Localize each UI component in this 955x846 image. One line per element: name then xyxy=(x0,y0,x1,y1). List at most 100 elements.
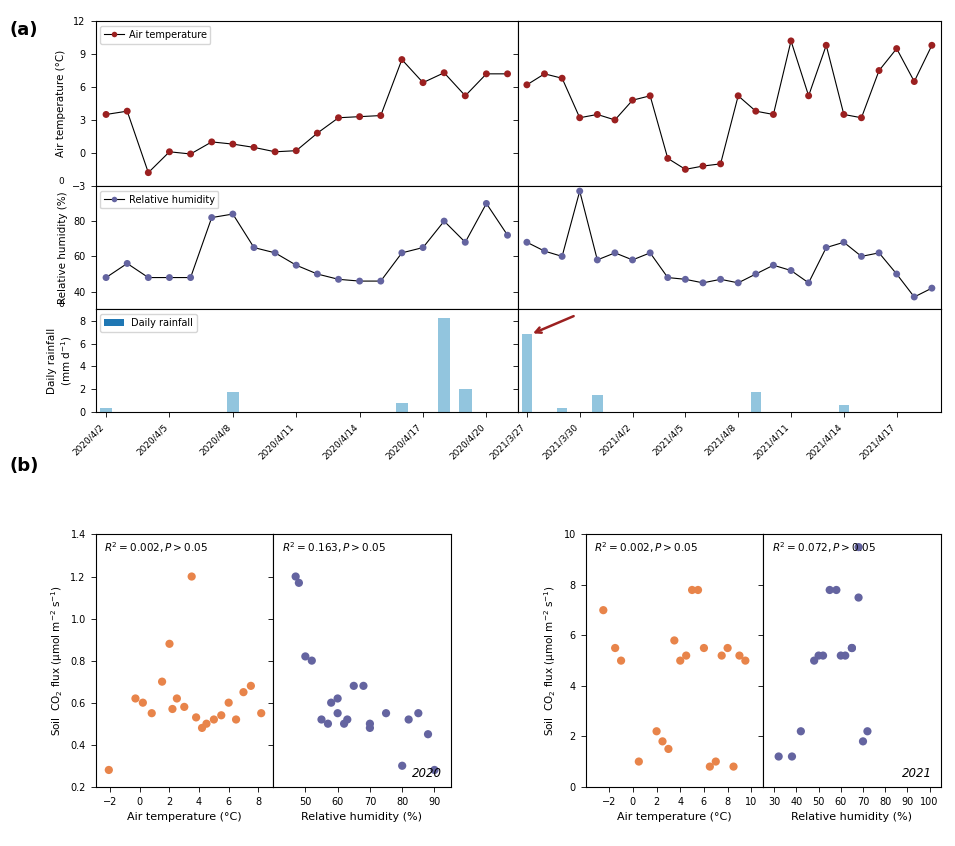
Text: $R^2=0.072, P>0.05$: $R^2=0.072, P>0.05$ xyxy=(772,541,876,555)
Point xyxy=(394,759,410,772)
Point xyxy=(816,649,831,662)
Point xyxy=(352,274,368,288)
Point xyxy=(572,184,587,198)
Point xyxy=(737,654,753,667)
Point xyxy=(871,63,886,77)
Point xyxy=(336,717,351,730)
Point xyxy=(713,157,729,171)
Point xyxy=(660,151,675,165)
X-axis label: Relative humidity (%): Relative humidity (%) xyxy=(792,812,912,822)
Point xyxy=(246,140,262,154)
Point xyxy=(871,246,886,260)
Point xyxy=(784,750,799,763)
Point xyxy=(520,235,535,249)
Point xyxy=(420,728,435,741)
Text: 0: 0 xyxy=(58,177,64,186)
Point xyxy=(811,649,826,662)
Point xyxy=(613,654,628,667)
Point xyxy=(298,650,313,663)
Point xyxy=(330,111,346,124)
Bar xyxy=(437,318,451,412)
Point xyxy=(415,76,431,90)
Point xyxy=(906,290,922,304)
Point xyxy=(98,271,114,284)
Point xyxy=(204,135,220,149)
Point xyxy=(607,113,623,127)
Point xyxy=(206,712,222,726)
Point xyxy=(766,107,781,121)
Point xyxy=(161,145,177,158)
Point xyxy=(183,147,199,161)
Point xyxy=(607,641,623,655)
Point xyxy=(140,166,156,179)
Point xyxy=(165,702,180,716)
Point xyxy=(356,679,371,693)
Point xyxy=(625,253,640,266)
Point xyxy=(906,74,922,88)
Point xyxy=(411,706,426,720)
Point xyxy=(829,583,844,596)
Point xyxy=(267,246,283,260)
Point xyxy=(288,569,304,583)
Point xyxy=(844,641,860,655)
Point xyxy=(837,107,852,121)
Point xyxy=(801,276,817,289)
Point xyxy=(851,541,866,554)
Point xyxy=(818,241,834,255)
Point xyxy=(851,591,866,604)
Point xyxy=(228,712,244,726)
Point xyxy=(204,211,220,224)
Point xyxy=(291,576,307,590)
Point xyxy=(267,145,283,158)
Point xyxy=(225,137,241,151)
Point xyxy=(330,692,346,706)
Point xyxy=(457,89,473,102)
Point xyxy=(330,272,346,286)
Point xyxy=(783,34,798,47)
Point xyxy=(352,110,368,124)
Point xyxy=(807,654,822,667)
Point xyxy=(661,742,676,755)
Point xyxy=(766,258,781,272)
Point xyxy=(695,159,711,173)
Bar xyxy=(557,408,567,412)
Point xyxy=(596,603,611,617)
Point xyxy=(924,39,940,52)
Bar xyxy=(838,405,849,412)
Point xyxy=(214,708,229,722)
Point xyxy=(288,144,304,157)
Point xyxy=(140,271,156,284)
Point xyxy=(731,276,746,289)
Point xyxy=(818,39,834,52)
Point xyxy=(436,214,452,228)
X-axis label: Air temperature (°C): Air temperature (°C) xyxy=(127,812,242,822)
Point xyxy=(667,634,682,647)
Text: (b): (b) xyxy=(10,457,39,475)
Text: $R^2=0.002, P>0.05$: $R^2=0.002, P>0.05$ xyxy=(104,541,208,555)
Y-axis label: Soil  CO$_2$ flux (μmol m$^{-2}$ s$^{-1}$): Soil CO$_2$ flux (μmol m$^{-2}$ s$^{-1}$… xyxy=(49,585,65,736)
Point xyxy=(690,583,706,596)
Point xyxy=(499,228,515,242)
Point xyxy=(655,734,670,748)
Point xyxy=(394,246,410,260)
Bar xyxy=(592,395,603,412)
Bar xyxy=(459,389,472,412)
Y-axis label: Soil  CO$_2$ flux (μmol m$^{-2}$ s$^{-1}$): Soil CO$_2$ flux (μmol m$^{-2}$ s$^{-1}$… xyxy=(542,585,558,736)
Legend: Relative humidity: Relative humidity xyxy=(100,190,219,208)
Point xyxy=(589,253,605,266)
Point xyxy=(362,721,377,734)
Point xyxy=(188,711,203,724)
Bar xyxy=(99,408,113,412)
Legend: Daily rainfall: Daily rainfall xyxy=(100,314,198,332)
Point xyxy=(309,126,325,140)
Text: $R^2=0.002, P>0.05$: $R^2=0.002, P>0.05$ xyxy=(594,541,698,555)
Point xyxy=(161,271,177,284)
Point xyxy=(833,649,848,662)
Text: 2021: 2021 xyxy=(902,766,932,780)
Point xyxy=(401,712,416,726)
Text: 0: 0 xyxy=(58,300,64,310)
Point xyxy=(854,111,869,124)
Point xyxy=(304,654,319,667)
Point xyxy=(854,250,869,263)
Point xyxy=(427,763,442,777)
